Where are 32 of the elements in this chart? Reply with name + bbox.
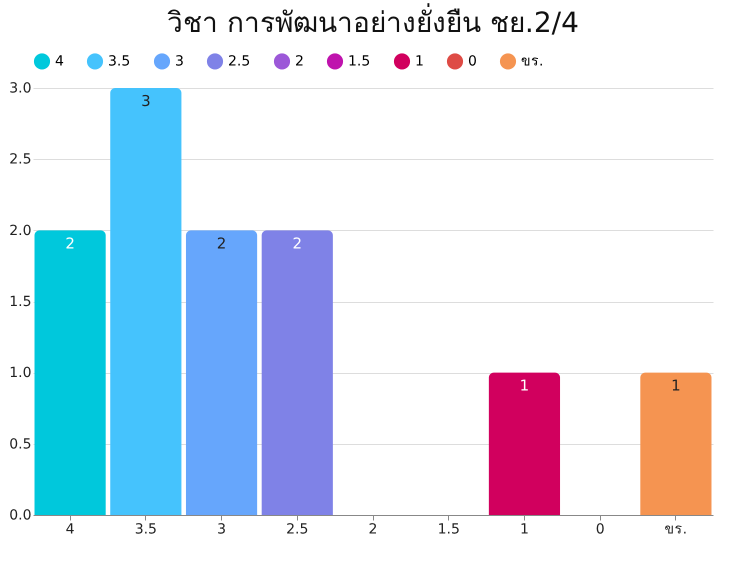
- legend-label: 3: [175, 53, 184, 70]
- data-label: 3: [141, 92, 151, 110]
- legend-label: 3.5: [108, 53, 130, 70]
- x-tick-label: 2: [368, 522, 378, 538]
- y-tick-label: 0.0: [9, 508, 32, 524]
- data-label: 2: [65, 234, 75, 252]
- x-tick-label: ขร.: [664, 522, 688, 538]
- y-tick-label: 1.0: [9, 365, 32, 382]
- legend-label: 2: [295, 53, 304, 70]
- x-tick-label: 2.5: [286, 522, 308, 538]
- y-tick-label: 3.0: [9, 80, 32, 96]
- x-tick-label: 1.5: [438, 522, 460, 538]
- y-tick-label: 0.5: [9, 436, 32, 452]
- x-tick-label: 3.5: [134, 522, 157, 538]
- data-label: 2: [216, 234, 226, 252]
- x-tick-label: 0: [596, 522, 605, 538]
- legend-label: 1.5: [348, 53, 370, 70]
- legend-label: 1: [415, 53, 424, 70]
- y-tick-label: 2.5: [9, 152, 32, 168]
- legend-label: ขร.: [521, 53, 544, 70]
- y-tick-label: 2.0: [9, 222, 32, 239]
- chart-title: วิชา การพัฒนาอย่างยั่งยืน ชย.2/4: [167, 3, 579, 39]
- x-tick-label: 1: [520, 522, 529, 538]
- legend-label: 0: [468, 53, 477, 70]
- x-tick-label: 3: [217, 522, 226, 538]
- data-label: 2: [292, 234, 302, 252]
- legend-label: 4: [55, 53, 64, 70]
- legend-label: 2.5: [228, 53, 250, 70]
- y-tick-label: 1.5: [9, 294, 32, 310]
- x-tick-label: 4: [66, 522, 75, 538]
- data-label: 1: [671, 376, 681, 395]
- data-label: 1: [520, 376, 530, 395]
